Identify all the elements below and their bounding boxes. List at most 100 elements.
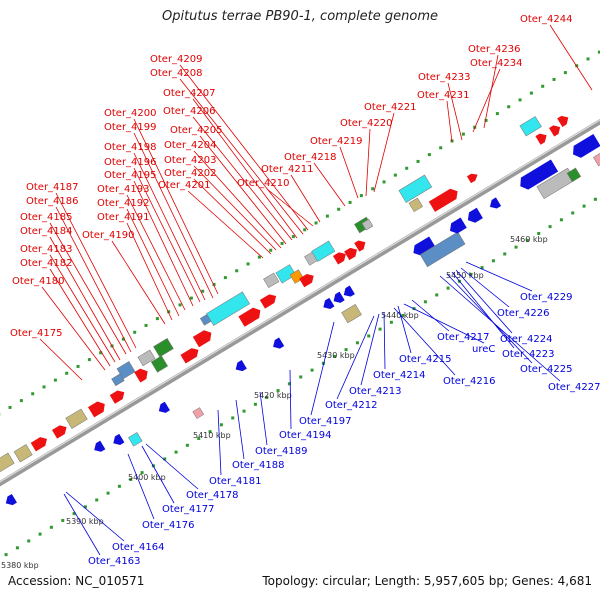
gene-box	[116, 361, 136, 380]
gene-feature	[466, 173, 478, 184]
gene-feature	[235, 360, 247, 372]
plus-gene-label: Oter_4185	[20, 212, 73, 223]
minus-label-leader	[235, 399, 245, 460]
plus-gene-label: Oter_4234	[470, 58, 523, 69]
tick-dot	[393, 173, 397, 177]
gene-feature	[467, 207, 483, 223]
minus-label-leader	[397, 305, 412, 354]
gene-feature	[549, 125, 561, 137]
tick-dot	[405, 166, 409, 170]
tick-dot	[525, 238, 529, 242]
gene-feature	[489, 197, 502, 209]
tick-dot	[401, 313, 405, 317]
tick-dot	[303, 228, 307, 232]
minus-label-leader	[127, 453, 155, 520]
tick-dot	[144, 323, 148, 327]
tick-dot	[42, 385, 46, 389]
tick-dot	[359, 194, 363, 198]
tick-dot	[99, 351, 103, 355]
gene-box	[361, 218, 374, 231]
minus-gene-label: Oter_4226	[497, 308, 550, 319]
gene-feature	[263, 272, 280, 289]
gene-arrow	[535, 133, 547, 145]
minus-label-leader	[411, 299, 450, 332]
gene-feature	[557, 115, 569, 127]
gene-box	[311, 240, 336, 262]
tick-dot	[427, 153, 431, 157]
plus-label-leader	[49, 254, 116, 363]
plus-gene-label: Oter_4195	[104, 170, 157, 181]
gene-feature	[566, 167, 582, 183]
plus-label-leader	[365, 128, 371, 197]
tick-dot	[27, 539, 31, 543]
plus-gene-label: Oter_4231	[417, 90, 470, 101]
gene-box	[408, 197, 423, 213]
gene-feature	[323, 297, 335, 309]
gene-feature	[5, 493, 17, 506]
tick-dot	[586, 57, 590, 61]
tick-dot	[276, 389, 280, 393]
minus-gene-label: Oter_4178	[186, 490, 239, 501]
plus-gene-label: Oter_4209	[150, 54, 203, 65]
gene-box	[0, 452, 15, 475]
tick-dot	[280, 241, 284, 245]
minus-gene-label: Oter_4188	[232, 460, 285, 471]
tick-dot	[121, 337, 125, 341]
tick-dot	[208, 430, 212, 434]
tick-dot	[174, 450, 178, 454]
minus-label-leader	[336, 315, 375, 400]
backbone-line	[0, 118, 600, 487]
gene-box	[519, 116, 542, 137]
gene-feature	[593, 150, 600, 167]
gene-feature	[333, 291, 345, 303]
tick-dot	[129, 477, 133, 481]
plus-label-leader	[193, 165, 277, 251]
plus-label-leader	[55, 206, 132, 353]
tick-dot	[439, 146, 443, 150]
tick-dot	[61, 518, 65, 522]
gene-feature	[87, 401, 105, 418]
plus-label-leader	[49, 222, 127, 355]
plus-gene-label: Oter_4220	[340, 118, 393, 129]
gene-feature	[408, 197, 423, 213]
tick-dot	[178, 303, 182, 307]
minus-gene-label: Oter_4197	[299, 416, 352, 427]
minus-gene-label: Oter_4215	[399, 354, 452, 365]
gene-feature	[413, 236, 436, 256]
plus-label-leader	[41, 286, 106, 371]
plus-label-leader	[187, 190, 264, 259]
plus-gene-label: Oter_4201	[158, 180, 211, 191]
tick-dot	[106, 491, 110, 495]
plus-gene-label: Oter_4208	[150, 68, 203, 79]
minus-label-leader	[145, 443, 199, 490]
tick-dot	[514, 245, 518, 249]
minus-gene-label: Oter_4176	[142, 520, 195, 531]
plus-gene-label: Oter_4199	[104, 122, 157, 133]
tick-dot	[72, 512, 76, 516]
tick-dot	[382, 180, 386, 184]
gene-feature	[535, 133, 547, 145]
gene-feature	[180, 348, 199, 364]
tick-dot	[212, 282, 216, 286]
tick-dot	[484, 118, 488, 122]
minus-gene-label: Oter_4217	[437, 332, 490, 343]
tick-dot	[163, 457, 167, 461]
gene-arrow	[134, 368, 148, 383]
gene-arrow	[489, 197, 502, 209]
gene-feature	[153, 338, 174, 358]
gene-arrow	[238, 307, 261, 327]
plus-label-leader	[126, 208, 180, 317]
gene-arrow	[273, 337, 285, 349]
tick-dot	[548, 225, 552, 229]
plus-label-leader	[111, 240, 166, 325]
minus-gene-label: Oter_4213	[349, 386, 402, 397]
gene-box	[398, 174, 433, 203]
minus-gene-label: Oter_4214	[373, 370, 426, 381]
gene-feature	[206, 291, 250, 326]
plus-label-leader	[290, 174, 321, 223]
tick-dot	[117, 484, 121, 488]
kbp-tick-label: 5430 kbp	[317, 351, 355, 360]
gene-feature	[192, 407, 205, 419]
tick-dot	[469, 272, 473, 276]
plus-gene-label: Oter_4184	[20, 226, 73, 237]
